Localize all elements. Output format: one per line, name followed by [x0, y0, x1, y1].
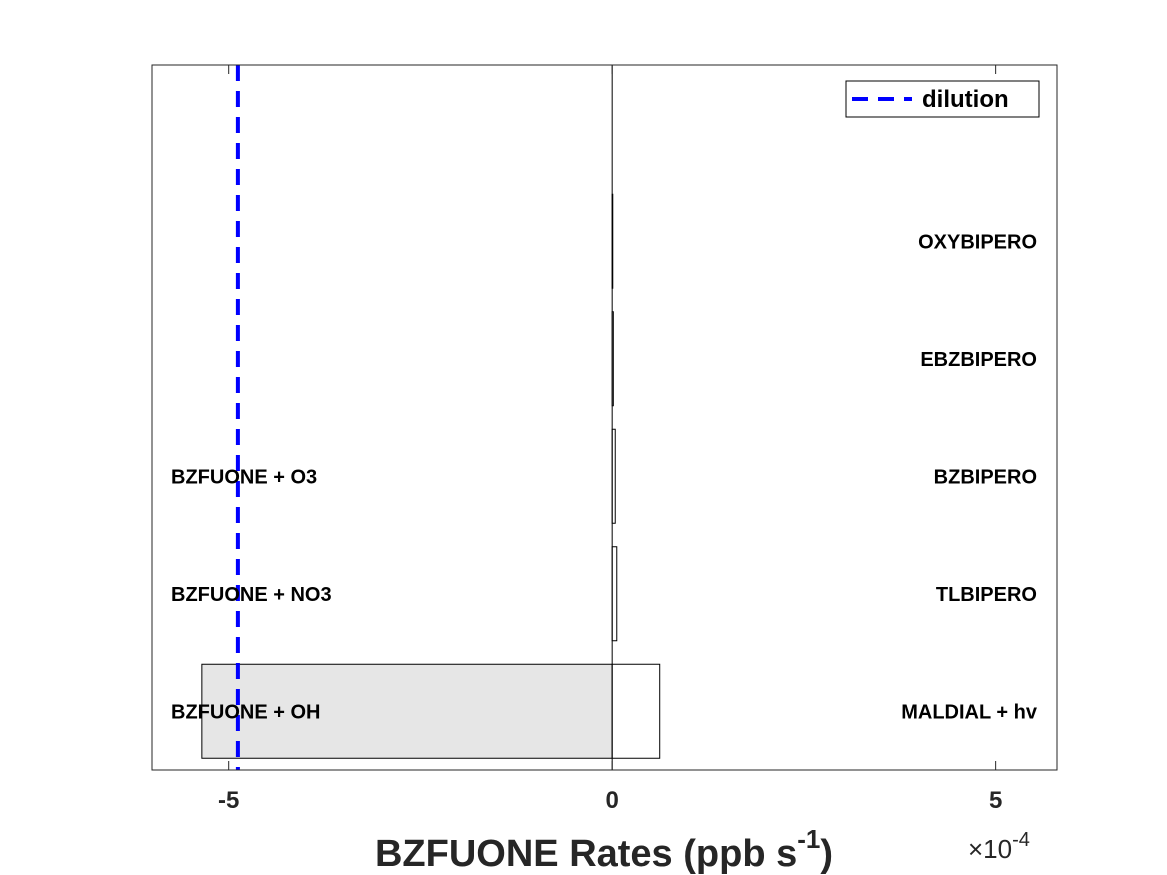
- right-bar-label: TLBIPERO: [936, 584, 1037, 606]
- x-tick-label: -5: [218, 787, 239, 814]
- right-bar-label: OXYBIPERO: [918, 231, 1037, 253]
- bar-segment: [611, 546, 618, 642]
- x-scale-exponent: ×10-4: [968, 829, 1030, 864]
- right-bar-label: BZBIPERO: [934, 466, 1037, 488]
- bar-segment: [201, 663, 613, 759]
- bars-layer: [201, 193, 661, 759]
- bar-labels-layer: BZFUONE + OH BZFUONE + NO3 BZFUONE + O3 MAL…: [171, 231, 1038, 723]
- right-bar-label: MALDIAL + hv: [901, 701, 1038, 723]
- legend-dilution-label: dilution: [922, 86, 1009, 113]
- x-axis-title: BZFUONE Rates (ppb s-1): [375, 824, 833, 875]
- legend: dilution: [845, 80, 1040, 118]
- plot-frame: [151, 64, 1058, 771]
- left-bar-label: BZFUONE + O3: [171, 466, 317, 488]
- x-tick-label: 5: [989, 787, 1002, 814]
- bar-segment: [611, 663, 661, 759]
- x-tick-label: 0: [605, 787, 618, 814]
- left-bar-label: BZFUONE + NO3: [171, 584, 332, 606]
- left-bar-label: BZFUONE + OH: [171, 701, 320, 723]
- plot-area: [152, 65, 1057, 770]
- right-bar-label: EBZBIPERO: [920, 349, 1037, 371]
- x-ticks-layer: -5 0 5: [218, 65, 1002, 814]
